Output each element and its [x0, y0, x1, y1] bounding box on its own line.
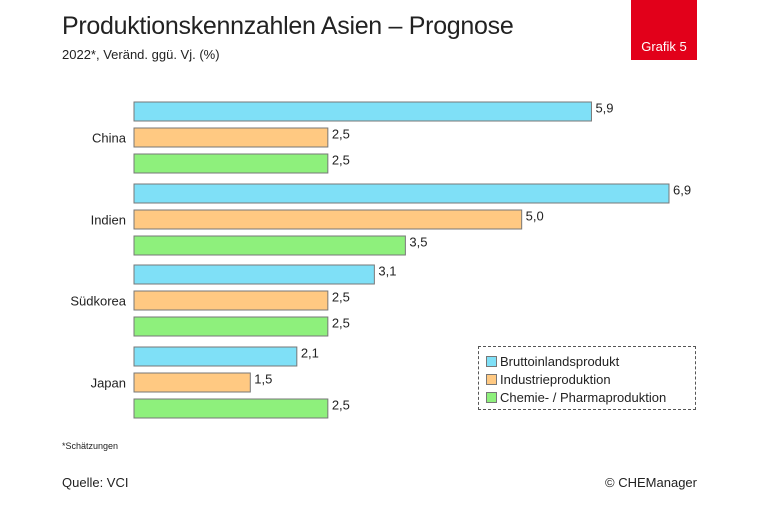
value-label-sudkorea-industrieproduktion: 2,5 [332, 290, 350, 305]
value-label-china-chemie-pharmaproduktion: 2,5 [332, 153, 350, 168]
value-label-china-bruttoinlandsprodukt: 5,9 [595, 101, 613, 116]
legend-swatch-chemistry [486, 391, 497, 403]
chart-subtitle: 2022*, Veränd. ggü. Vj. (%) [62, 47, 220, 62]
copyright-note: © CHEManager [605, 475, 697, 490]
footnote: *Schätzungen [62, 441, 119, 451]
value-label-indien-industrieproduktion: 5,0 [526, 209, 544, 224]
bar-indien-chemie-pharmaproduktion [133, 235, 406, 256]
value-label-japan-chemie-pharmaproduktion: 2,5 [332, 398, 350, 413]
legend-label-gdp: Bruttoinlandsprodukt [500, 353, 620, 369]
bar-china-chemie-pharmaproduktion [133, 153, 329, 174]
legend-swatch-gdp [486, 355, 497, 367]
legend-label-chemistry: Chemie- / Pharmaproduktion [500, 389, 667, 405]
bar-china-bruttoinlandsprodukt [133, 101, 592, 122]
value-label-sudkorea-bruttoinlandsprodukt: 3,1 [378, 264, 396, 279]
value-label-japan-industrieproduktion: 1,5 [254, 372, 272, 387]
bar-sudkorea-industrieproduktion [133, 290, 329, 311]
category-label-japan: Japan [91, 376, 126, 391]
bar-japan-bruttoinlandsprodukt [133, 346, 298, 367]
legend-item-gdp: Bruttoinlandsprodukt [486, 352, 695, 370]
value-label-indien-bruttoinlandsprodukt: 6,9 [673, 183, 691, 198]
bar-indien-industrieproduktion [133, 209, 523, 230]
bar-sudkorea-chemie-pharmaproduktion [133, 316, 329, 337]
legend-item-industry: Industrieproduktion [486, 370, 695, 388]
category-label-china: China [92, 131, 127, 146]
bar-china-industrieproduktion [133, 127, 329, 148]
bar-sudkorea-bruttoinlandsprodukt [133, 264, 375, 285]
bar-indien-bruttoinlandsprodukt [133, 183, 670, 204]
figure-badge-label: Grafik 5 [641, 39, 687, 54]
chart-title: Produktionskennzahlen Asien – Prognose [62, 12, 514, 40]
category-label-indien: Indien [91, 213, 126, 228]
legend-item-chemistry: Chemie- / Pharmaproduktion [486, 388, 695, 406]
category-label-sudkorea: Südkorea [70, 294, 126, 309]
value-label-japan-bruttoinlandsprodukt: 2,1 [301, 346, 319, 361]
legend-swatch-industry [486, 373, 497, 385]
source-note: Quelle: VCI [62, 475, 129, 490]
legend-label-industry: Industrieproduktion [500, 371, 611, 387]
value-label-indien-chemie-pharmaproduktion: 3,5 [409, 235, 427, 250]
chart-legend: Bruttoinlandsprodukt Industrieproduktion… [478, 346, 696, 410]
value-label-sudkorea-chemie-pharmaproduktion: 2,5 [332, 316, 350, 331]
figure-badge: Grafik 5 [631, 0, 697, 60]
bar-japan-industrieproduktion [133, 372, 251, 393]
bar-japan-chemie-pharmaproduktion [133, 398, 329, 419]
value-label-china-industrieproduktion: 2,5 [332, 127, 350, 142]
